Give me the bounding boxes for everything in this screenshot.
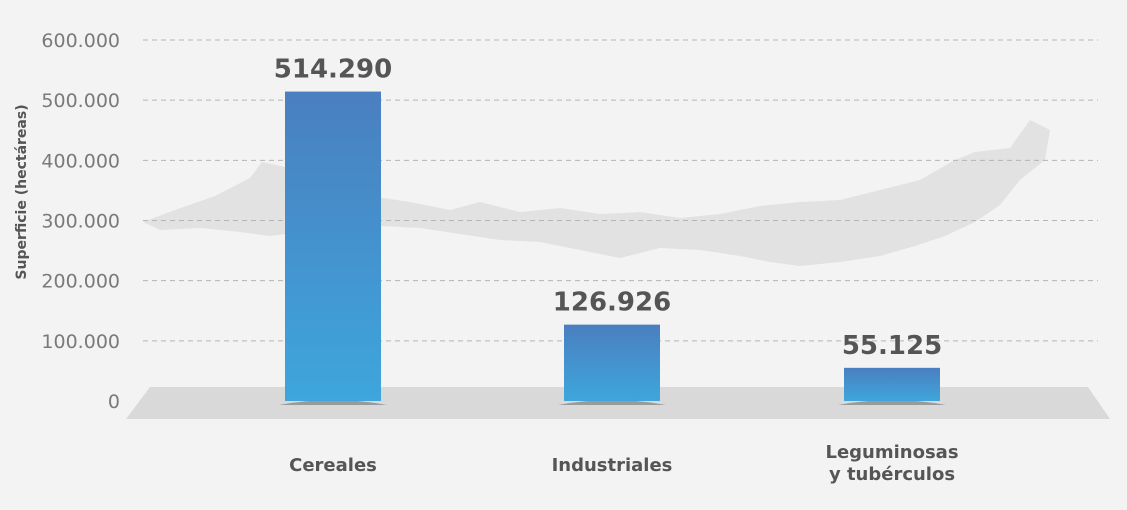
bar-value-label: 126.926	[553, 288, 671, 318]
category-label: y tubérculos	[829, 464, 955, 485]
map-shape	[143, 120, 1050, 266]
bar	[844, 367, 940, 401]
y-tick-label: 300.000	[41, 211, 120, 233]
map-silhouette	[143, 120, 1050, 266]
category-label: Industriales	[552, 455, 673, 476]
labels: 514.290 Cereales 126.926 Industriales 55.125…	[274, 55, 959, 485]
y-axis-label: Superficie (hectáreas)	[14, 104, 30, 279]
bar-shadow	[558, 400, 666, 405]
bar-shadow	[838, 400, 946, 405]
y-tick-label: 200.000	[41, 271, 120, 293]
category-label: Leguminosas	[825, 442, 958, 463]
y-axis-ticks: 0 100.000 200.000 300.000 400.000 500.000 600.…	[41, 30, 120, 413]
bars	[279, 91, 946, 405]
y-tick-label: 500.000	[41, 90, 120, 112]
y-tick-label: 600.000	[41, 30, 120, 52]
bar-value-label: 55.125	[842, 331, 942, 361]
bar-shadow	[279, 400, 387, 405]
y-tick-label: 0	[108, 391, 120, 413]
bar-value-label: 514.290	[274, 55, 392, 85]
y-tick-label: 100.000	[41, 331, 120, 353]
gridlines	[143, 39, 1098, 342]
bar	[564, 324, 660, 401]
category-label: Cereales	[289, 455, 377, 476]
y-tick-label: 400.000	[41, 150, 120, 172]
bar	[285, 91, 381, 401]
